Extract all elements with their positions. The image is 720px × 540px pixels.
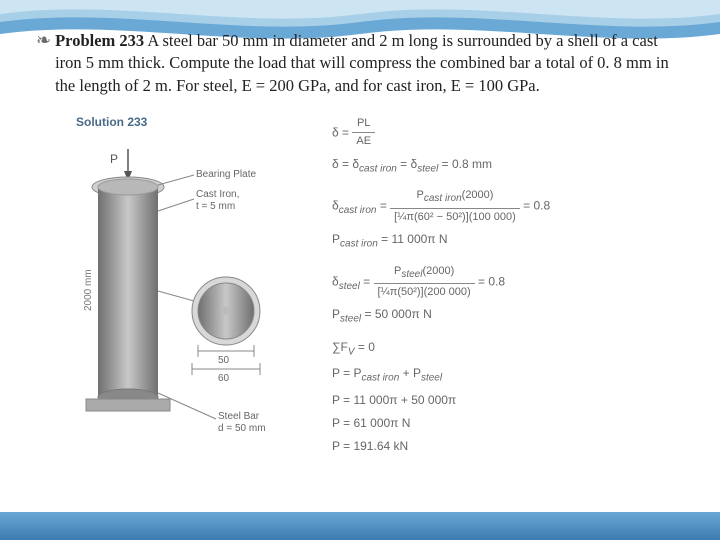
eq3: δcast iron = Pcast iron(2000) [¼π(60² − …	[332, 187, 684, 226]
problem-text: Problem 233 A steel bar 50 mm in diamete…	[55, 31, 669, 95]
slide-content: ❧ Problem 233 A steel bar 50 mm in diame…	[0, 0, 720, 466]
cylinder-diagram: P 2000 mm	[76, 141, 306, 461]
eq10: P = 61 000π N	[332, 414, 684, 433]
problem-label: Problem 233	[55, 31, 144, 50]
label-p: P	[110, 152, 118, 166]
label-bearing: Bearing Plate	[196, 169, 256, 180]
dim-50: 50	[218, 355, 230, 366]
problem-block: ❧ Problem 233 A steel bar 50 mm in diame…	[36, 30, 684, 97]
eq4: Pcast iron = 11 000π N	[332, 230, 684, 252]
label-steel: Steel Bar	[218, 411, 260, 422]
eq11: P = 191.64 kN	[332, 437, 684, 456]
dim-60: 60	[218, 373, 230, 384]
eq6: Psteel = 50 000π N	[332, 305, 684, 327]
solution-area: Solution 233 P	[36, 115, 684, 466]
label-dia: d = 50 mm	[218, 423, 266, 434]
solution-title: Solution 233	[76, 115, 316, 129]
diagram-column: Solution 233 P	[76, 115, 316, 466]
eq2: δ = δcast iron = δsteel = 0.8 mm	[332, 155, 684, 177]
label-height: 2000 mm	[83, 269, 94, 311]
problem-body: A steel bar 50 mm in diameter and 2 m lo…	[55, 31, 669, 95]
bullet-icon: ❧	[36, 30, 51, 51]
eq8: P = Pcast iron + Psteel	[332, 364, 684, 386]
math-column: δ = PLAE δ = δcast iron = δsteel = 0.8 m…	[316, 115, 684, 466]
label-thick: t = 5 mm	[196, 201, 235, 212]
label-cast: Cast Iron,	[196, 189, 239, 200]
eq7: ∑FV = 0	[332, 338, 684, 360]
bottom-bar	[0, 512, 720, 540]
eq5: δsteel = Psteel(2000) [¼π(50²)](200 000)…	[332, 263, 684, 302]
eq1: δ = PLAE	[332, 115, 684, 151]
eq9: P = 11 000π + 50 000π	[332, 391, 684, 410]
